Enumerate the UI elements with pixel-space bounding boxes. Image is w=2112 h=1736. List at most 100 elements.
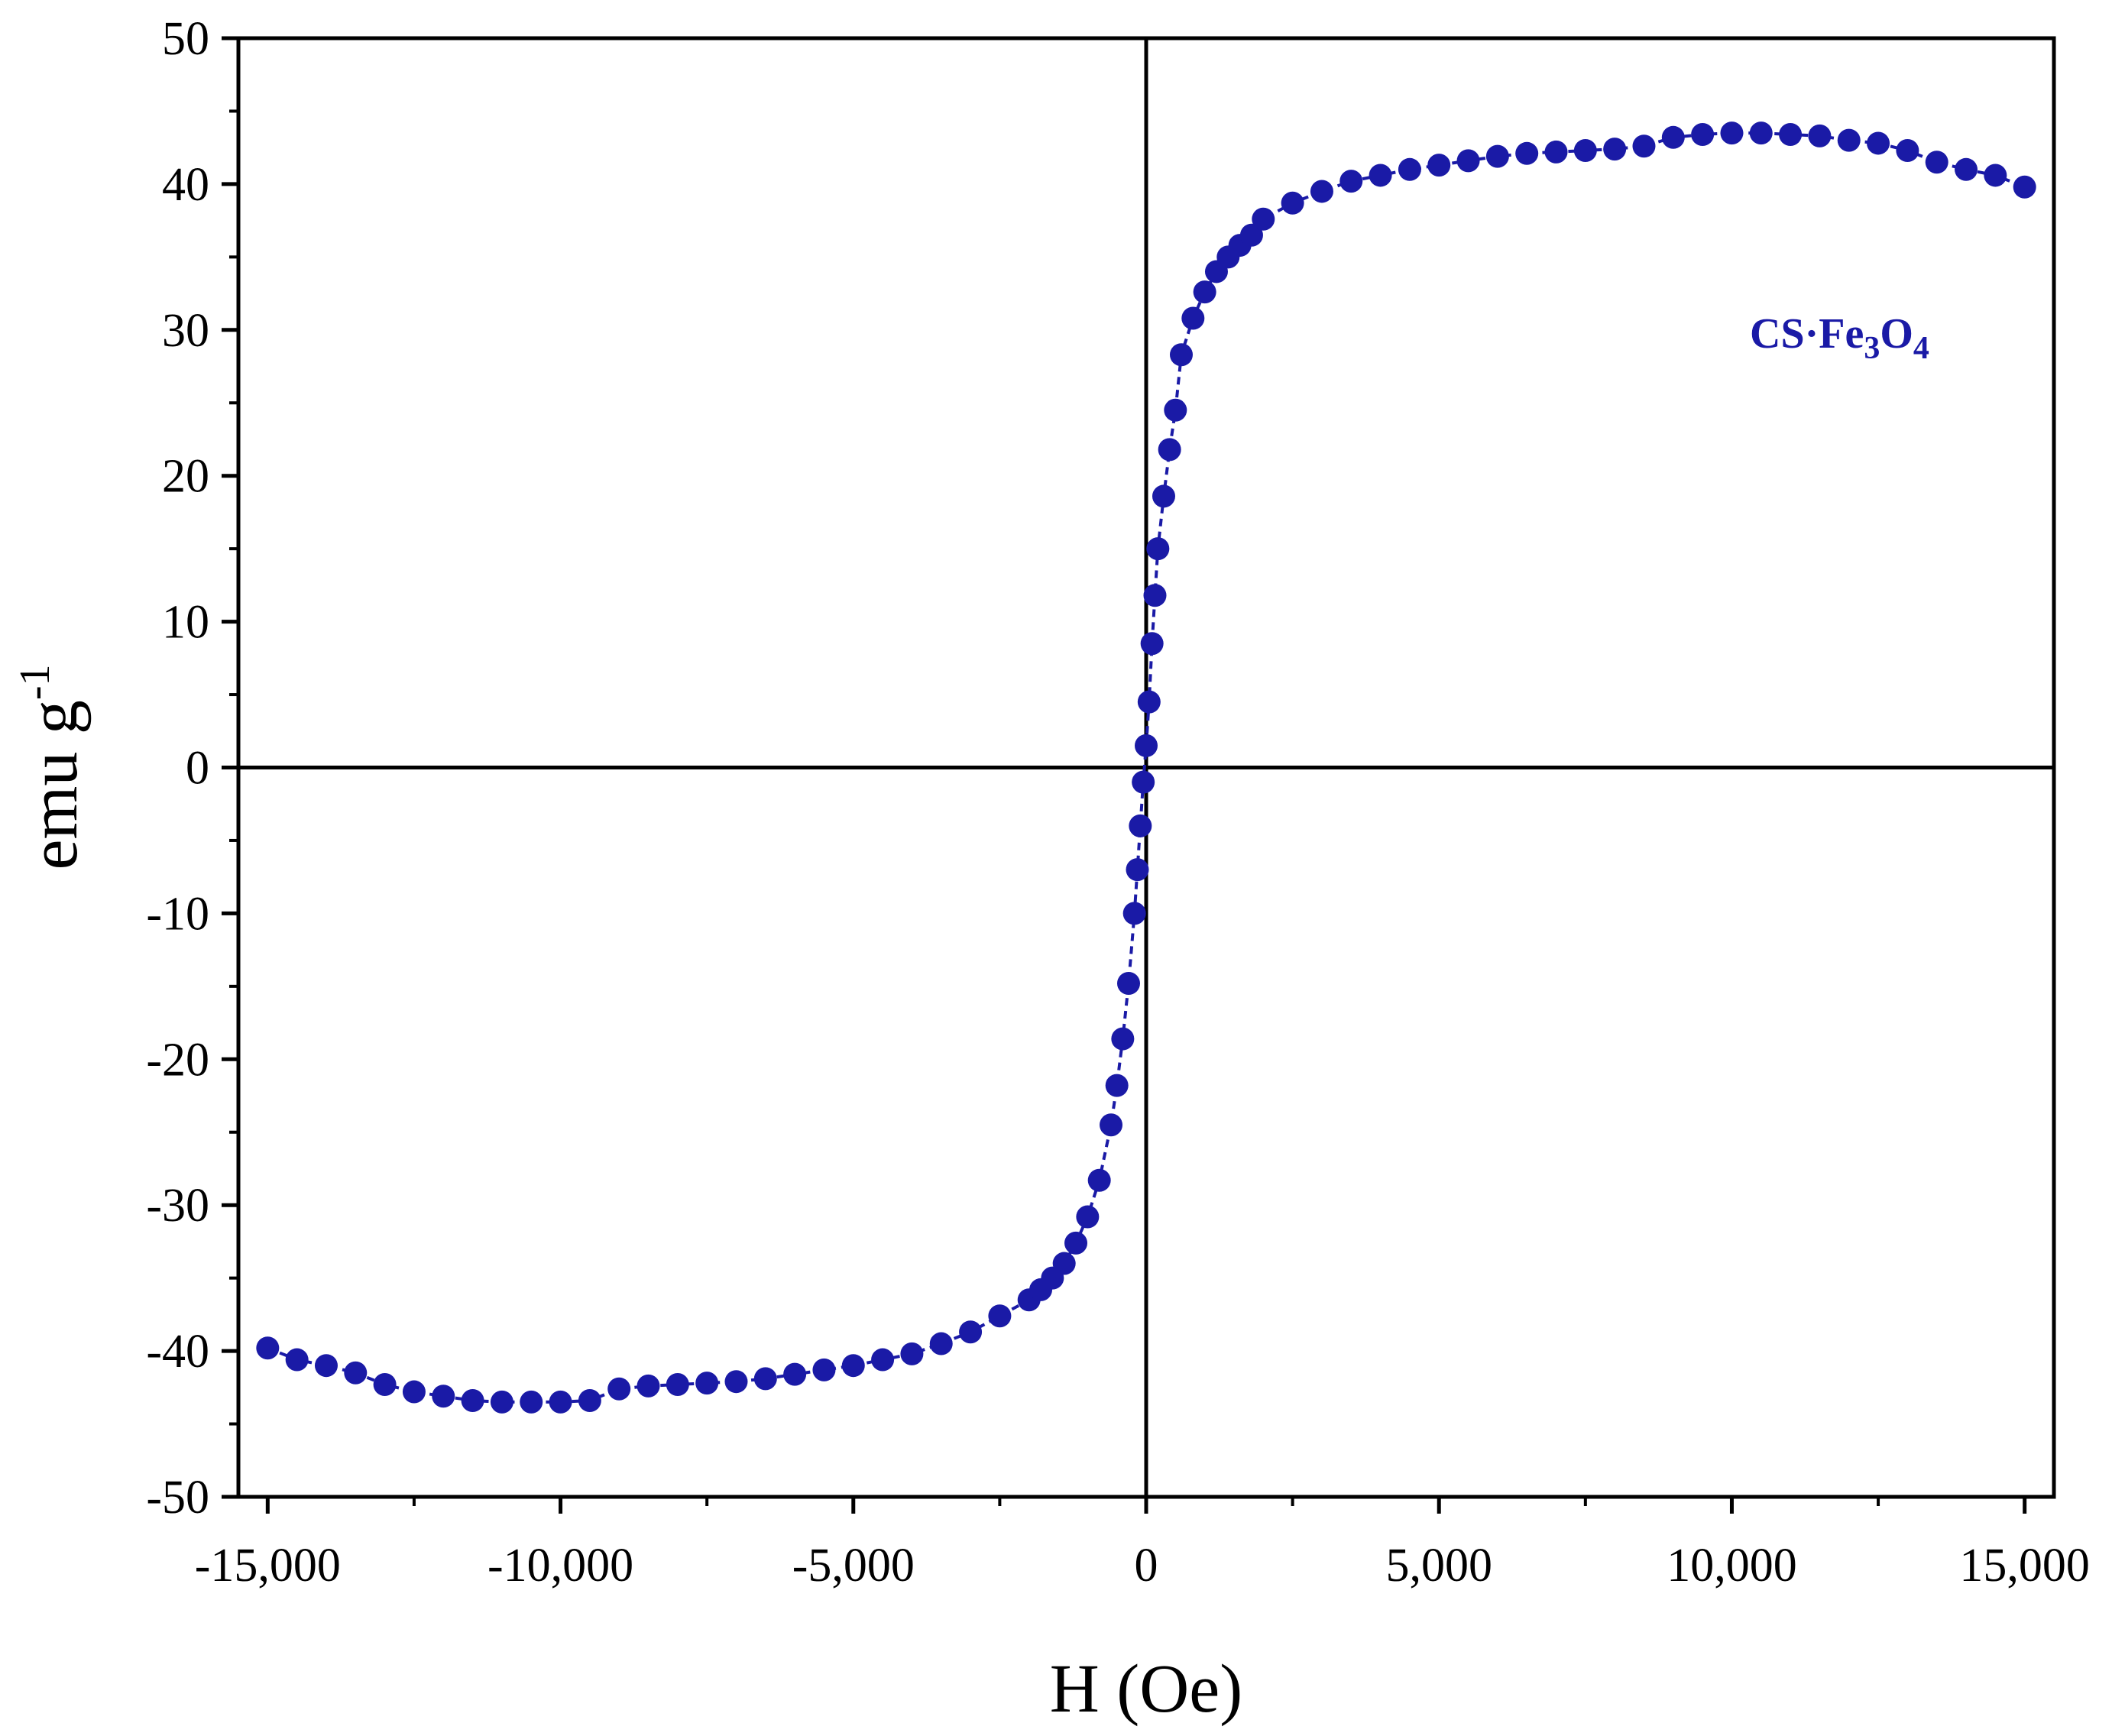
data-point [1310, 180, 1333, 203]
x-tick-label: -5,000 [792, 1540, 915, 1592]
y-tick-label: 20 [162, 451, 209, 503]
data-point [1135, 734, 1158, 757]
y-axis-title-superscript: -1 [11, 664, 59, 700]
data-point [1456, 149, 1480, 173]
series-label-text: O [1880, 310, 1913, 358]
data-point [871, 1348, 895, 1372]
data-point [1169, 343, 1193, 367]
y-tick-label: 0 [186, 743, 209, 795]
data-point [1632, 134, 1656, 158]
data-point [2013, 175, 2036, 199]
y-tick-label: 10 [162, 597, 209, 649]
data-point [549, 1390, 572, 1414]
x-tick-label: 0 [1135, 1540, 1158, 1592]
data-point [929, 1332, 953, 1355]
y-tick-label: -10 [146, 888, 209, 940]
data-point [1603, 138, 1627, 161]
data-point [1485, 144, 1509, 168]
data-point [1691, 122, 1715, 146]
data-point [490, 1390, 513, 1414]
data-point [1117, 972, 1141, 996]
data-point [900, 1342, 924, 1365]
data-point [695, 1372, 719, 1395]
data-point [607, 1377, 631, 1401]
data-point [1181, 306, 1205, 330]
data-point [1111, 1027, 1135, 1051]
data-point [1808, 124, 1832, 147]
y-tick-label: -40 [146, 1326, 209, 1378]
data-point [1398, 157, 1421, 181]
data-point [1427, 154, 1451, 177]
data-point [520, 1390, 543, 1414]
data-point [1239, 223, 1263, 247]
x-tick-label: -10,000 [488, 1540, 633, 1592]
data-point [1955, 157, 1978, 181]
data-point [1087, 1168, 1111, 1192]
data-point [1146, 537, 1170, 561]
data-point [1573, 138, 1597, 162]
data-point [1661, 125, 1685, 149]
y-tick-label: 30 [162, 305, 209, 357]
data-point [1252, 207, 1275, 231]
data-point [783, 1362, 807, 1386]
data-point [1126, 858, 1149, 882]
data-point [1129, 814, 1152, 837]
data-point [1369, 164, 1392, 187]
data-point [402, 1380, 426, 1404]
data-point [1064, 1231, 1088, 1255]
data-point [812, 1358, 836, 1381]
data-point [1122, 902, 1146, 925]
plot-area [236, 36, 2056, 1499]
data-point [666, 1373, 689, 1397]
series-label: CS·Fe3O4 [1750, 310, 1929, 366]
data-point [1132, 770, 1155, 794]
y-axis-title-base: emu g [16, 700, 92, 870]
data-point [1076, 1205, 1100, 1229]
series-label-text: CS·Fe [1750, 310, 1864, 358]
y-tick-label: -20 [146, 1034, 209, 1086]
data-series [256, 121, 2036, 1414]
data-point [256, 1336, 280, 1360]
x-tick-label: 5,000 [1385, 1540, 1492, 1592]
data-point [285, 1348, 309, 1372]
data-point [1544, 140, 1568, 164]
data-point [461, 1389, 484, 1413]
data-point [1984, 164, 2007, 187]
y-tick-label: 50 [162, 13, 209, 65]
data-point [578, 1389, 601, 1413]
y-axis-title: emu g-1 [11, 664, 92, 870]
x-axis-title: H (Oe) [1050, 1651, 1242, 1727]
x-axis: -15,000 -10,000 -5,000 0 5,000 10,000 15,000 [195, 1497, 2090, 1592]
data-point [637, 1374, 660, 1398]
data-point [1925, 151, 1948, 174]
data-point [959, 1320, 983, 1344]
data-point [1052, 1252, 1076, 1275]
data-point [1193, 280, 1216, 304]
y-axis: -50 -40 -30 -20 -10 0 10 20 30 40 50 [146, 13, 238, 1524]
data-point [724, 1370, 748, 1394]
data-point [344, 1361, 368, 1385]
data-point [1158, 438, 1181, 462]
data-point [1152, 484, 1175, 508]
data-point [1281, 191, 1304, 215]
data-point [1137, 690, 1161, 714]
data-point [753, 1367, 777, 1391]
data-point [1515, 141, 1539, 165]
y-tick-label: -50 [146, 1472, 209, 1524]
x-tick-label: 10,000 [1667, 1540, 1797, 1592]
y-tick-label: 40 [162, 159, 209, 211]
series-label-subscript: 4 [1913, 331, 1929, 366]
data-point [432, 1385, 455, 1408]
x-tick-label: 15,000 [1959, 1540, 2090, 1592]
data-point [1867, 131, 1890, 155]
data-point [314, 1354, 338, 1378]
data-point [1339, 170, 1363, 193]
data-point [1140, 632, 1164, 656]
data-point [1896, 138, 1919, 162]
data-point [1779, 122, 1803, 146]
data-point [988, 1304, 1012, 1328]
data-point [1105, 1074, 1129, 1097]
data-point [1720, 121, 1744, 145]
series-label-subscript: 3 [1864, 331, 1880, 366]
